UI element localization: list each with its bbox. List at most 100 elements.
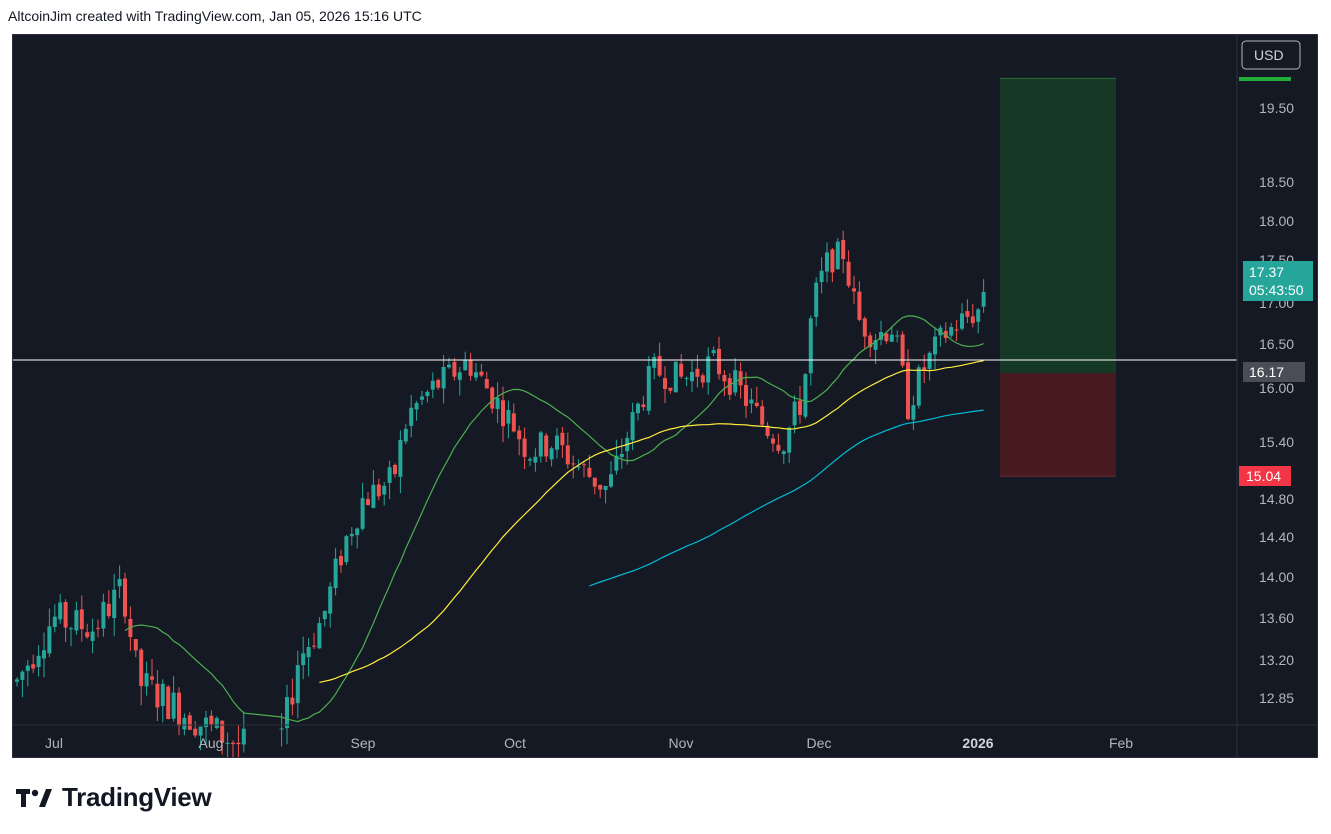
candle: [517, 425, 522, 456]
candle: [787, 426, 792, 463]
candle: [663, 366, 667, 404]
candle: [204, 711, 208, 746]
candle: [463, 351, 468, 371]
candle: [873, 333, 878, 365]
candle: [565, 432, 570, 469]
candle: [241, 711, 246, 753]
y-tick-label: 14.80: [1259, 491, 1294, 507]
candle: [20, 670, 25, 698]
candle: [85, 623, 90, 639]
candle: [160, 679, 165, 723]
ma-mid-line: [319, 360, 984, 683]
y-tick-label: 14.40: [1259, 529, 1294, 545]
candle: [690, 360, 694, 393]
candle: [668, 387, 673, 394]
chart-area[interactable]: 19.50 18.50 18.00 17.50 17.00 16.50 16.00 15.40…: [12, 34, 1318, 758]
stop-zone: [1000, 373, 1116, 477]
y-tick-label: 18.00: [1259, 213, 1294, 229]
candle: [965, 299, 970, 324]
y-tick-label: 13.20: [1259, 652, 1294, 668]
candle: [468, 352, 473, 381]
candle: [889, 325, 894, 342]
candle: [884, 331, 889, 344]
candle: [906, 349, 910, 421]
candle: [231, 740, 235, 757]
candle: [911, 395, 916, 431]
candle: [139, 647, 144, 706]
candle: [976, 307, 981, 334]
last-price-badge: 17.37 05:43:50: [1243, 261, 1313, 301]
candle: [447, 357, 451, 369]
candle: [198, 726, 203, 751]
candle: [868, 332, 873, 358]
candle: [852, 275, 856, 304]
x-tick-label: Nov: [669, 735, 694, 751]
candle: [96, 619, 100, 638]
price-chart[interactable]: 19.5018.5018.0017.5017.0016.5016.0015.40…: [13, 35, 1318, 758]
candle: [960, 303, 964, 331]
candle: [684, 376, 689, 387]
candle: [425, 389, 430, 403]
candle: [441, 355, 446, 404]
candle: [398, 430, 403, 494]
stop-level-badge: 15.04: [1239, 466, 1291, 486]
candle: [970, 304, 975, 328]
candle: [717, 336, 721, 380]
candle: [360, 482, 365, 531]
candle: [187, 712, 192, 730]
candle: [555, 428, 559, 459]
candle: [895, 330, 900, 343]
candle: [58, 594, 63, 624]
candle: [711, 346, 716, 356]
candle: [495, 382, 500, 424]
candle: [938, 325, 943, 347]
candle: [641, 396, 646, 411]
candle: [933, 327, 937, 370]
candle: [760, 400, 765, 428]
candle: [673, 361, 678, 393]
candle: [430, 372, 435, 399]
tradingview-logo-icon: [16, 788, 52, 807]
candle: [344, 534, 349, 566]
candle: [781, 449, 786, 465]
candle: [322, 610, 327, 627]
candle: [549, 446, 554, 467]
candle: [949, 322, 954, 338]
candle: [290, 678, 295, 716]
candle: [414, 400, 419, 421]
candle: [220, 720, 225, 755]
x-tick-label: Feb: [1109, 735, 1133, 751]
candle: [560, 427, 565, 458]
y-tick-label: 12.85: [1259, 690, 1294, 706]
target-axis-marker: [1239, 77, 1291, 81]
candle: [15, 677, 19, 687]
candle: [420, 391, 424, 406]
candle: [506, 400, 511, 439]
candle: [90, 618, 95, 654]
currency-label: USD: [1254, 47, 1284, 63]
candle: [209, 710, 214, 732]
candle: [182, 713, 187, 736]
candle: [285, 684, 289, 745]
candle: [879, 320, 883, 346]
y-tick-label: 19.50: [1259, 100, 1294, 116]
horizontal-level-badge: 16.17: [1243, 362, 1305, 382]
candle: [69, 626, 73, 647]
candle: [112, 573, 117, 637]
candle: [722, 370, 727, 397]
candle: [279, 713, 284, 747]
candle: [511, 403, 516, 433]
candle: [79, 595, 84, 642]
candle: [544, 433, 549, 463]
candle: [749, 388, 754, 414]
candle: [166, 685, 171, 720]
candle: [538, 430, 543, 463]
candle: [619, 438, 624, 469]
x-tick-label: Sep: [351, 735, 376, 751]
candle: [214, 716, 219, 730]
candle: [652, 353, 657, 380]
candle: [306, 638, 311, 677]
candle: [376, 478, 381, 501]
tradingview-logo: TradingView: [16, 782, 212, 813]
candle: [776, 433, 781, 454]
